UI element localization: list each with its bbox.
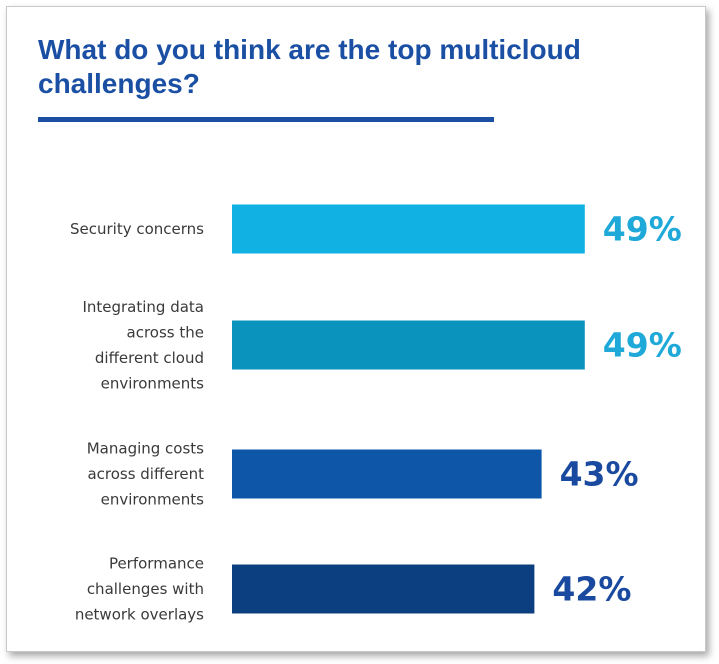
- value-label-3: 43%: [560, 455, 639, 494]
- value-label-4: 42%: [552, 570, 631, 609]
- bar-4: [232, 564, 535, 614]
- category-label-3: Managing costs across different environmen…: [87, 440, 204, 509]
- value-label-2: 49%: [603, 326, 682, 365]
- bar-chart: Security concerns 49% Integrating data acro…: [70, 204, 682, 624]
- bar-1: [232, 204, 585, 254]
- chart-title: What do you think are the top multicloud…: [38, 34, 581, 99]
- bar-2: [232, 320, 585, 370]
- title-underline: [38, 117, 494, 122]
- bar-3: [232, 449, 542, 499]
- value-label-1: 49%: [603, 210, 682, 249]
- category-label-4: Performance challenges with network overla…: [75, 555, 204, 624]
- chart-card: What do you think are the top multicloud…: [6, 6, 706, 652]
- category-label-1: Security concerns: [70, 220, 204, 238]
- category-label-2: Integrating data across the different clou…: [82, 298, 204, 393]
